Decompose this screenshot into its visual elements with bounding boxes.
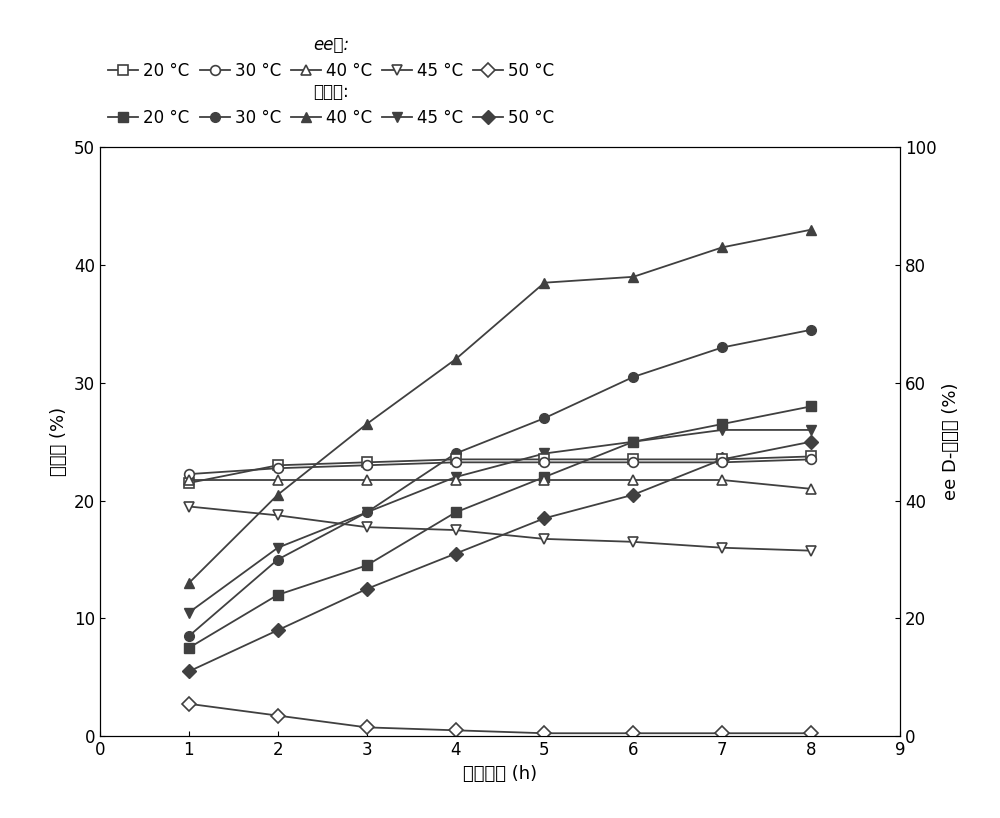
X-axis label: 反应时间 (h): 反应时间 (h) — [463, 765, 537, 783]
Y-axis label: ee D-泛解酸 (%): ee D-泛解酸 (%) — [942, 383, 960, 501]
Legend: 20 °C, 30 °C, 40 °C, 45 °C, 50 °C: 20 °C, 30 °C, 40 °C, 45 °C, 50 °C — [108, 36, 554, 80]
Y-axis label: 转化率 (%): 转化率 (%) — [50, 407, 68, 476]
